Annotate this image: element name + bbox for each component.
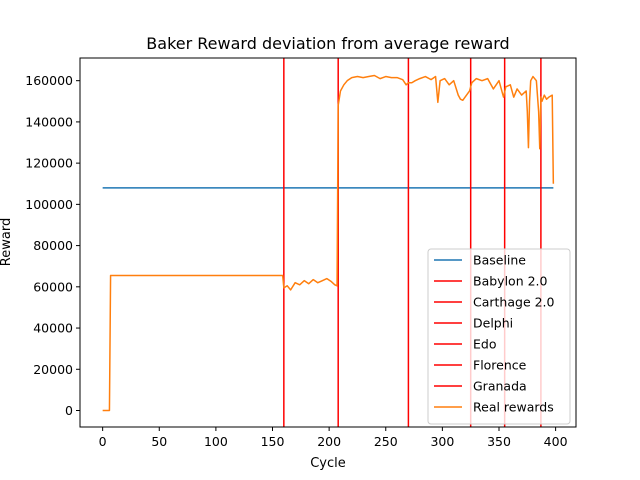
legend: Baseline Babylon 2.0 Carthage 2.0 Delphi Edo… xyxy=(427,248,571,425)
x-axis-label: Cycle xyxy=(310,456,346,471)
x-tick-label: 250 xyxy=(374,434,398,449)
legend-label: Florence xyxy=(473,358,527,373)
x-tick-label: 150 xyxy=(261,434,285,449)
x-tick-label: 0 xyxy=(99,434,107,449)
y-tick-label: 120000 xyxy=(25,156,73,171)
y-tick-label: 60000 xyxy=(33,279,73,294)
x-tick-label: 50 xyxy=(151,434,167,449)
legend-label: Baseline xyxy=(473,253,526,268)
y-tick-label: 40000 xyxy=(33,321,73,336)
y-tick-label: 0 xyxy=(65,403,73,418)
legend-box xyxy=(427,248,571,425)
plot-frame xyxy=(79,57,577,428)
legend-label: Babylon 2.0 xyxy=(473,274,548,289)
legend-label: Carthage 2.0 xyxy=(473,295,555,310)
x-tick-label: 200 xyxy=(317,434,341,449)
y-tick-label: 160000 xyxy=(25,73,73,88)
y-tick-label: 100000 xyxy=(25,197,73,212)
series-line-real-rewards xyxy=(102,74,555,412)
y-tick-label: 140000 xyxy=(25,114,73,129)
x-tick-label: 400 xyxy=(544,434,568,449)
legend-label: Real rewards xyxy=(473,400,554,415)
legend-label: Edo xyxy=(473,337,496,352)
x-tick-label: 100 xyxy=(204,434,228,449)
x-axis-ticks: 0 50 100 150 200 250 300 350 400 xyxy=(99,427,568,449)
x-tick-label: 350 xyxy=(487,434,511,449)
legend-label: Granada xyxy=(473,379,527,394)
x-tick-label: 300 xyxy=(430,434,454,449)
y-tick-label: 20000 xyxy=(33,362,73,377)
y-axis-ticks: 0 20000 40000 60000 80000 100000 120000 140000 1… xyxy=(25,73,80,418)
y-tick-label: 80000 xyxy=(33,238,73,253)
y-axis-label: Reward xyxy=(0,218,14,266)
chart-title: Baker Reward deviation from average rewa… xyxy=(146,34,509,53)
legend-label: Delphi xyxy=(473,316,513,331)
